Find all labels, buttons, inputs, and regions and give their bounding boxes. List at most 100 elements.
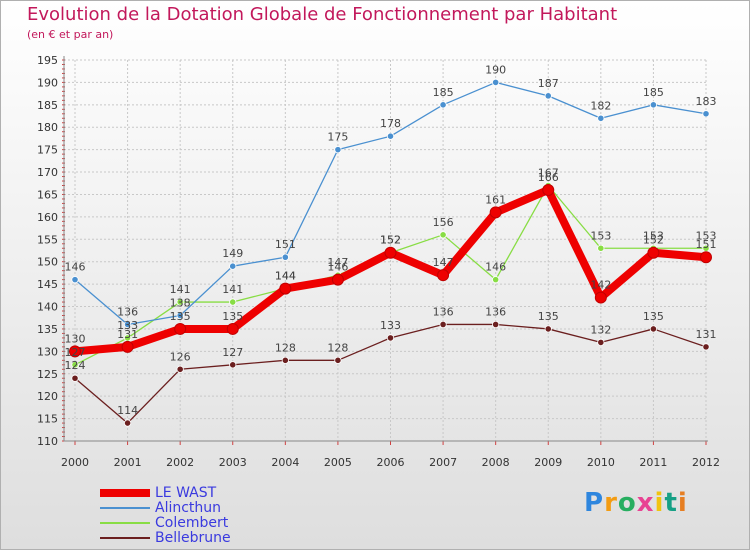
logo-letter: o bbox=[617, 488, 637, 518]
x-tick-label: 2012 bbox=[692, 456, 720, 469]
logo-letter: P bbox=[584, 488, 605, 518]
data-label: 151 bbox=[275, 238, 296, 251]
y-tick-label: 140 bbox=[37, 301, 58, 314]
y-tick-label: 175 bbox=[37, 144, 58, 157]
data-label: 182 bbox=[590, 99, 611, 112]
data-label: 190 bbox=[485, 63, 506, 76]
legend-swatch bbox=[100, 489, 150, 497]
legend-label: LE WAST bbox=[155, 485, 217, 501]
data-label: 141 bbox=[170, 283, 191, 296]
data-point bbox=[69, 345, 81, 358]
data-point bbox=[649, 325, 658, 333]
legend-swatch bbox=[100, 522, 150, 524]
x-tick-label: 2011 bbox=[639, 456, 667, 469]
data-point bbox=[331, 273, 344, 286]
data-point bbox=[647, 246, 660, 259]
legend-swatch bbox=[100, 537, 150, 539]
data-point bbox=[700, 251, 712, 264]
data-point bbox=[597, 114, 605, 122]
x-tick-label: 2006 bbox=[377, 456, 405, 469]
y-tick-label: 190 bbox=[37, 76, 58, 89]
data-point bbox=[71, 361, 79, 369]
data-label: 178 bbox=[380, 117, 401, 130]
data-point bbox=[123, 320, 132, 329]
x-tick-label: 2009 bbox=[534, 456, 562, 469]
y-tick-label: 145 bbox=[37, 278, 58, 291]
data-label: 147 bbox=[327, 256, 348, 269]
data-label: 127 bbox=[65, 346, 86, 359]
data-label: 141 bbox=[222, 283, 243, 296]
data-label: 151 bbox=[696, 238, 717, 251]
legend-item: LE WAST bbox=[100, 485, 320, 501]
y-tick-label: 165 bbox=[37, 188, 58, 201]
y-tick-label: 195 bbox=[37, 54, 58, 67]
data-label: 161 bbox=[485, 193, 506, 206]
y-tick-label: 135 bbox=[37, 323, 58, 336]
proxiti-logo: Proxiti bbox=[584, 488, 688, 518]
data-point bbox=[229, 298, 237, 306]
x-tick-label: 2008 bbox=[482, 456, 510, 469]
data-label: 135 bbox=[170, 310, 191, 323]
data-label: 146 bbox=[65, 261, 86, 274]
logo-letter: i bbox=[654, 488, 665, 518]
x-tick-label: 2004 bbox=[271, 456, 299, 469]
data-label: 135 bbox=[643, 310, 664, 323]
y-tick-label: 115 bbox=[37, 413, 58, 426]
data-point bbox=[439, 101, 447, 109]
data-label: 133 bbox=[380, 319, 401, 332]
logo-letter: r bbox=[604, 488, 618, 518]
data-label: 131 bbox=[696, 328, 717, 341]
data-label: 152 bbox=[380, 234, 401, 247]
data-point bbox=[492, 320, 500, 329]
data-point bbox=[176, 365, 184, 373]
data-label: 144 bbox=[275, 270, 296, 283]
y-tick-label: 180 bbox=[37, 121, 58, 134]
y-tick-label: 185 bbox=[37, 99, 58, 112]
y-tick-label: 170 bbox=[37, 166, 58, 179]
data-label: 133 bbox=[117, 319, 138, 332]
data-point bbox=[702, 343, 710, 351]
data-label: 152 bbox=[380, 234, 401, 247]
data-point bbox=[649, 101, 658, 109]
x-tick-label: 2000 bbox=[61, 456, 89, 469]
data-point bbox=[229, 361, 237, 369]
data-point bbox=[492, 276, 500, 284]
data-label: 135 bbox=[538, 310, 559, 323]
data-label: 130 bbox=[65, 332, 86, 345]
data-point bbox=[226, 322, 239, 335]
x-tick-label: 2001 bbox=[114, 456, 142, 469]
data-point bbox=[597, 338, 605, 346]
data-point bbox=[229, 262, 237, 270]
data-label: 135 bbox=[222, 310, 243, 323]
data-point bbox=[281, 253, 289, 261]
data-label: 128 bbox=[327, 341, 348, 354]
data-label: 166 bbox=[538, 171, 559, 184]
legend-item: Bellebrune bbox=[100, 530, 320, 546]
y-tick-label: 125 bbox=[37, 368, 58, 381]
x-tick-label: 2007 bbox=[429, 456, 457, 469]
y-tick-label: 120 bbox=[37, 390, 58, 403]
x-tick-label: 2002 bbox=[166, 456, 194, 469]
data-label: 185 bbox=[643, 86, 664, 99]
data-label: 153 bbox=[590, 229, 611, 242]
chart-subtitle: (en € et par an) bbox=[27, 28, 114, 41]
data-point bbox=[334, 146, 342, 154]
data-point bbox=[439, 320, 447, 329]
data-point bbox=[386, 334, 395, 342]
data-label: 138 bbox=[170, 296, 191, 309]
y-tick-label: 150 bbox=[37, 256, 58, 269]
data-label: 126 bbox=[170, 350, 191, 363]
data-point bbox=[334, 356, 342, 364]
legend-label: Bellebrune bbox=[155, 530, 231, 546]
data-label: 136 bbox=[117, 305, 138, 318]
data-label: 146 bbox=[485, 261, 506, 274]
data-point bbox=[544, 325, 552, 333]
y-tick-label: 160 bbox=[37, 211, 58, 224]
legend-label: Alincthun bbox=[155, 500, 222, 516]
data-label: 114 bbox=[117, 404, 138, 417]
data-label: 156 bbox=[433, 216, 454, 229]
data-point bbox=[279, 282, 292, 295]
data-label: 149 bbox=[222, 247, 243, 260]
data-label: 132 bbox=[590, 323, 611, 336]
